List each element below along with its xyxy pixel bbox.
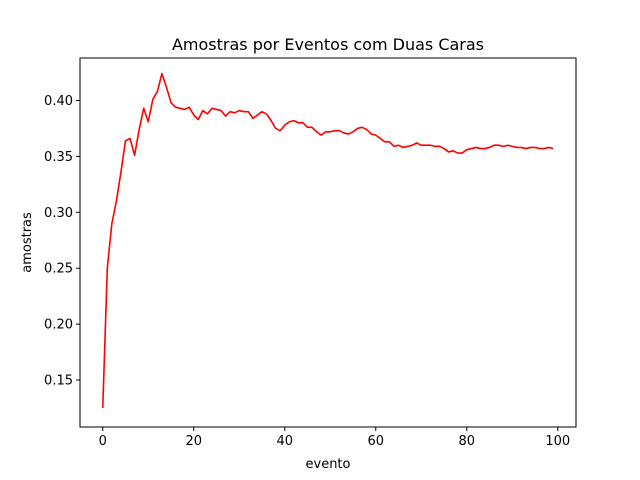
- x-axis-label: evento: [306, 457, 351, 472]
- y-tick-label: 0.30: [44, 206, 73, 221]
- y-tick-label: 0.20: [44, 318, 73, 333]
- y-tick-label: 0.35: [44, 150, 73, 165]
- plot-area: [80, 58, 576, 427]
- series-layer: [101, 72, 554, 409]
- x-tick-label: 60: [368, 434, 385, 449]
- x-tick-label: 100: [545, 434, 570, 449]
- plot-frame: [79, 57, 577, 428]
- y-tick-label: 0.25: [44, 262, 73, 277]
- y-axis-ticks: 0.15 0.20 0.25 0.30 0.35 0.40: [44, 94, 80, 389]
- x-tick-label: 0: [99, 434, 107, 449]
- y-tick-label: 0.40: [44, 94, 73, 109]
- x-tick-label: 20: [185, 434, 202, 449]
- x-axis-ticks: 0 20 40 60 80 100: [99, 427, 570, 449]
- series-line-0: [101, 72, 554, 409]
- y-axis-label: amostras: [20, 212, 35, 273]
- x-tick-label: 80: [459, 434, 476, 449]
- y-tick-label: 0.15: [44, 374, 73, 389]
- chart-title: Amostras por Eventos com Duas Caras: [172, 35, 484, 54]
- x-tick-label: 40: [276, 434, 293, 449]
